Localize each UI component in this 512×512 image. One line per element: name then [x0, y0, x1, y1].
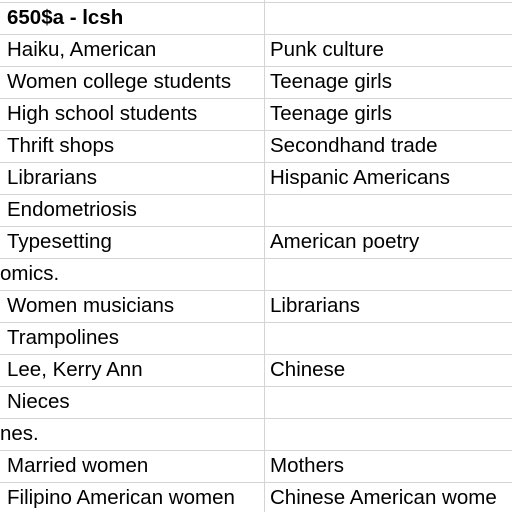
column-b-cell[interactable]: Teenage girls: [270, 102, 392, 125]
table-row: Librarians: [0, 162, 512, 194]
column-a-header-cell[interactable]: 650$a - lcsh: [7, 6, 124, 29]
table-row: Haiku, American: [0, 34, 512, 66]
column-a-cell[interactable]: Haiku, American: [7, 38, 157, 61]
table-row: Lee, Kerry Ann: [0, 354, 512, 386]
row-divider: [0, 418, 512, 419]
row-divider: [0, 98, 512, 99]
column-a-cell[interactable]: nes.: [0, 422, 39, 445]
row-divider: [0, 34, 512, 35]
column-b-cell[interactable]: Mothers: [270, 454, 345, 477]
column-a-cell[interactable]: Married women: [7, 454, 149, 477]
column-a-cell[interactable]: omics.: [0, 262, 60, 285]
table-row: Endometriosis: [0, 194, 512, 226]
column-a-cell[interactable]: Thrift shops: [7, 134, 115, 157]
column-b-cell[interactable]: American poetry: [270, 230, 420, 253]
row-divider: [0, 322, 512, 323]
row-divider: [0, 354, 512, 355]
table-row: Women musicians: [0, 290, 512, 322]
column-b-cell[interactable]: [265, 322, 270, 354]
table-row: Trampolines: [0, 322, 512, 354]
column-b-cell[interactable]: Chinese American wome: [270, 486, 497, 509]
column-b-cell[interactable]: Librarians: [270, 294, 361, 317]
table-row: Married women: [0, 450, 512, 482]
table-row: Women college students: [0, 66, 512, 98]
column-b-cell[interactable]: Secondhand trade: [270, 134, 438, 157]
row-divider: [0, 226, 512, 227]
row-divider: [0, 66, 512, 67]
column-b-cell[interactable]: Teenage girls: [270, 70, 392, 93]
row-divider: [0, 162, 512, 163]
column-a-cell[interactable]: Endometriosis: [7, 198, 137, 221]
column-a-cell[interactable]: Women college students: [7, 70, 232, 93]
column-a-cell[interactable]: Nieces: [7, 390, 70, 413]
column-b-cell[interactable]: [265, 194, 270, 226]
row-divider: [0, 2, 512, 3]
table-row: nes.: [0, 418, 512, 450]
column-a-cell[interactable]: Filipino American women: [7, 486, 235, 509]
column-b-cell[interactable]: Hispanic Americans: [270, 166, 451, 189]
row-divider: [0, 194, 512, 195]
row-divider: [0, 290, 512, 291]
table-row: Filipino American women: [0, 482, 512, 512]
column-b-cell[interactable]: [265, 2, 270, 34]
table-row: omics.: [0, 258, 512, 290]
column-a-cell[interactable]: Typesetting: [7, 230, 112, 253]
column-b: Punk culture Teenage girls Teenage girls…: [265, 0, 512, 512]
column-a-cell[interactable]: Women musicians: [7, 294, 175, 317]
row-divider: [0, 130, 512, 131]
column-a-cell[interactable]: High school students: [7, 102, 198, 125]
table-row: Typesetting: [0, 226, 512, 258]
table-row: Nieces: [0, 386, 512, 418]
column-divider: [264, 0, 265, 512]
row-divider: [0, 450, 512, 451]
column-a-cell[interactable]: Lee, Kerry Ann: [7, 358, 143, 381]
column-a-cell[interactable]: Trampolines: [7, 326, 120, 349]
column-a-cell[interactable]: Librarians: [7, 166, 98, 189]
table-row: High school students: [0, 98, 512, 130]
column-b-cell[interactable]: [265, 386, 270, 418]
row-divider: [0, 258, 512, 259]
table-row: Thrift shops: [0, 130, 512, 162]
column-b-cell[interactable]: Punk culture: [270, 38, 384, 61]
row-divider: [0, 482, 512, 483]
column-b-cell[interactable]: [265, 258, 270, 290]
table-row: 650$a - lcsh: [0, 2, 512, 34]
column-b-cell[interactable]: Chinese: [270, 358, 346, 381]
row-divider: [0, 386, 512, 387]
column-b-cell[interactable]: [265, 418, 270, 450]
